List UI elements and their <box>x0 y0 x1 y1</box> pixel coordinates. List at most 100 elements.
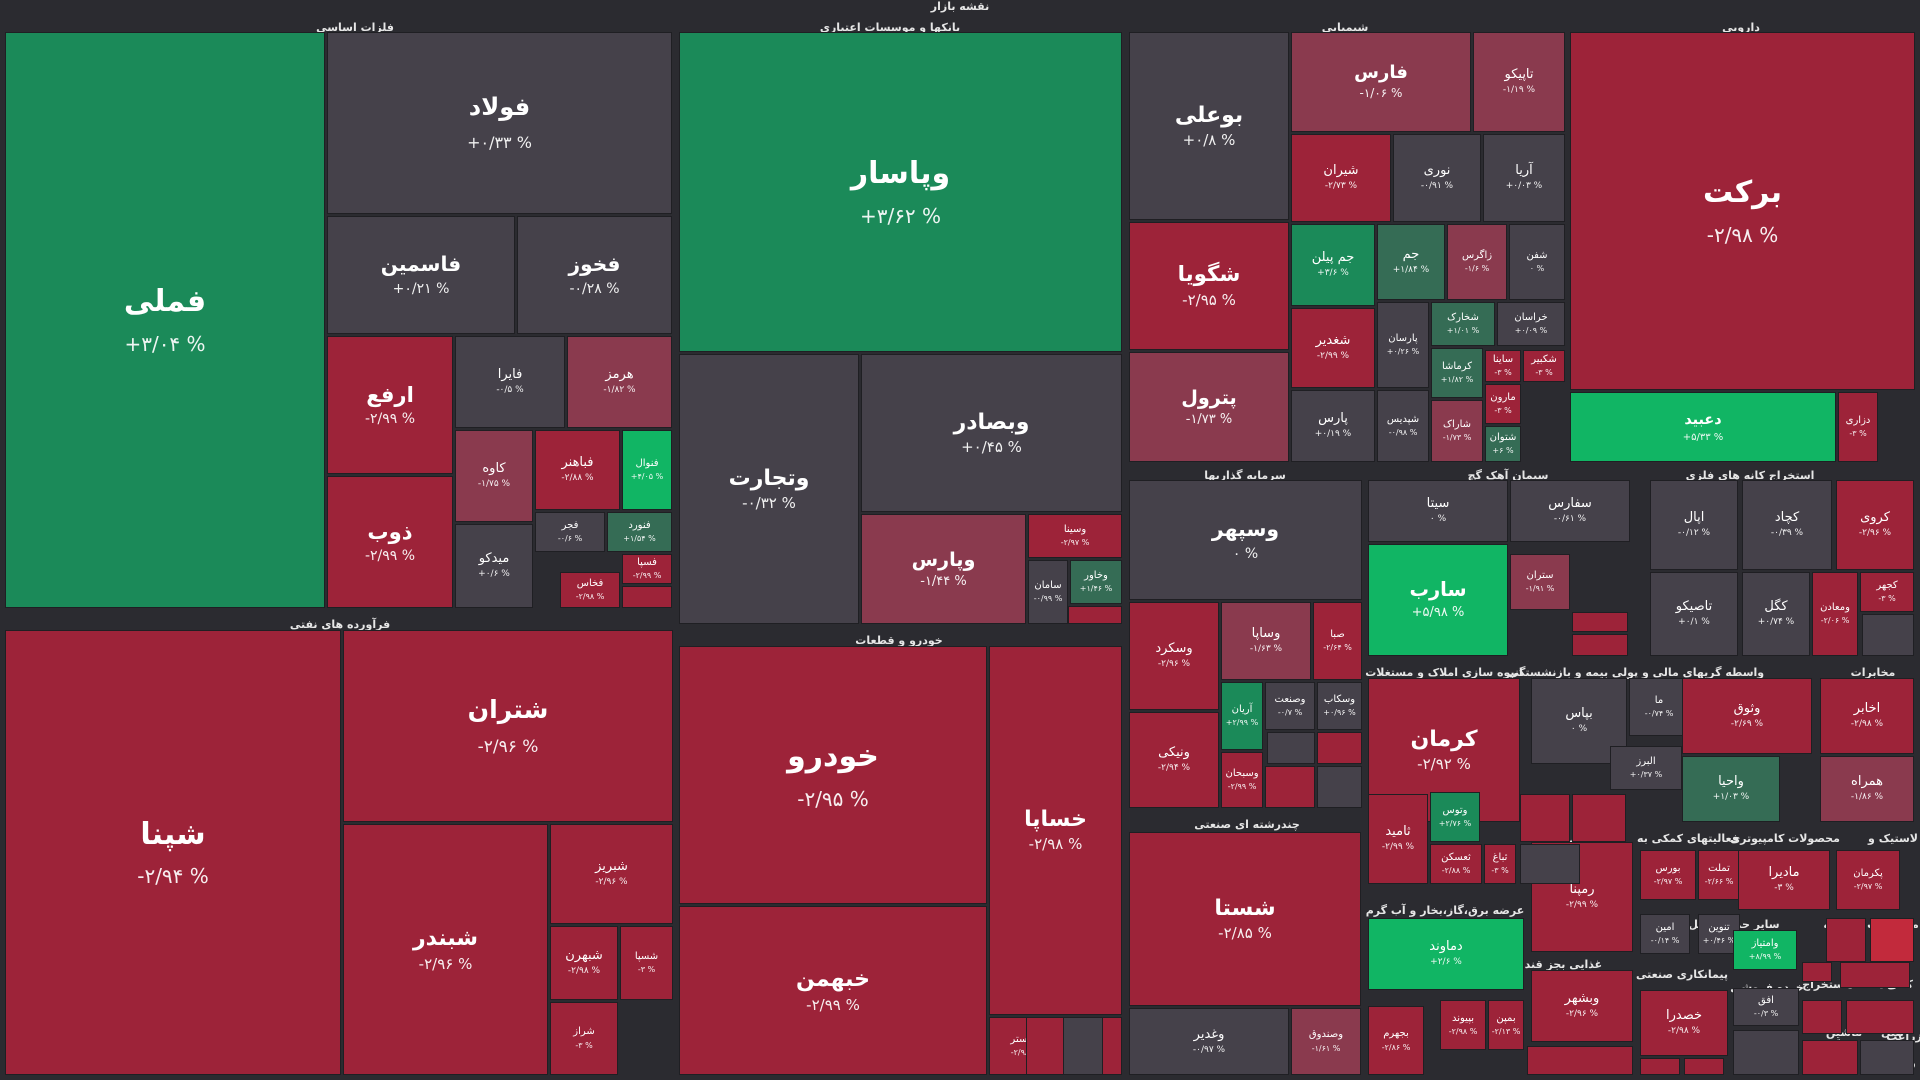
symbol-tile[interactable] <box>1317 732 1362 764</box>
symbol-tile[interactable] <box>1802 1040 1858 1075</box>
symbol-tile[interactable] <box>622 586 672 608</box>
symbol-tile[interactable]: کاوه -۱/۷۵ % <box>455 430 533 522</box>
symbol-tile[interactable]: وصندوق -۱/۶۱ % <box>1291 1008 1361 1075</box>
symbol-tile[interactable]: وتجارت -۰/۳۲ % <box>679 354 859 624</box>
symbol-tile[interactable]: شاراک -۱/۷۳ % <box>1431 400 1483 462</box>
symbol-tile[interactable] <box>1572 634 1628 656</box>
symbol-tile[interactable]: فجر -۰/۶ % <box>535 512 605 552</box>
symbol-tile[interactable]: مادیرا -۳ % <box>1738 850 1830 910</box>
symbol-tile[interactable]: پارسان +۰/۲۶ % <box>1377 302 1429 388</box>
symbol-tile[interactable]: فنورد +۱/۵۴ % <box>607 512 672 552</box>
symbol-tile[interactable]: ذوب -۲/۹۹ % <box>327 476 453 608</box>
symbol-tile[interactable]: دعبید +۵/۳۳ % <box>1570 392 1836 462</box>
symbol-tile[interactable]: شبهرن -۲/۹۸ % <box>550 926 618 1000</box>
symbol-tile[interactable] <box>1733 1030 1799 1075</box>
symbol-tile[interactable] <box>1860 1040 1914 1075</box>
symbol-tile[interactable]: صبا -۲/۶۴ % <box>1313 602 1362 680</box>
symbol-tile[interactable] <box>1520 844 1580 884</box>
symbol-tile[interactable]: جم پیلن +۳/۶ % <box>1291 224 1375 306</box>
symbol-tile[interactable]: کرماشا +۱/۸۲ % <box>1431 348 1483 398</box>
symbol-tile[interactable] <box>1063 1017 1103 1075</box>
symbol-tile[interactable]: شتران -۲/۹۶ % <box>343 630 673 822</box>
symbol-tile[interactable]: افق -۰/۳ % <box>1733 988 1799 1026</box>
symbol-tile[interactable]: دزاری -۳ % <box>1838 392 1878 462</box>
symbol-tile[interactable]: شفن ۰ % <box>1509 224 1565 300</box>
symbol-tile[interactable]: تملت -۲/۶۶ % <box>1698 850 1740 900</box>
symbol-tile[interactable]: ساینا -۳ % <box>1485 350 1521 382</box>
symbol-tile[interactable]: فنوال +۴/۰۵ % <box>622 430 672 510</box>
symbol-tile[interactable]: وپارس -۱/۴۴ % <box>861 514 1026 624</box>
symbol-tile[interactable]: سامان -۰/۹۹ % <box>1028 560 1068 624</box>
symbol-tile[interactable]: شکبیر -۳ % <box>1523 350 1565 382</box>
symbol-tile[interactable]: وخاور +۱/۴۶ % <box>1070 560 1122 604</box>
symbol-tile[interactable]: وبصادر +۰/۴۵ % <box>861 354 1122 512</box>
symbol-tile[interactable]: پارس +۰/۱۹ % <box>1291 390 1375 462</box>
symbol-tile[interactable]: ارفع -۲/۹۹ % <box>327 336 453 474</box>
symbol-tile[interactable] <box>1317 766 1362 808</box>
symbol-tile[interactable]: شگویا -۲/۹۵ % <box>1129 222 1289 350</box>
symbol-tile[interactable] <box>1802 962 1832 982</box>
symbol-tile[interactable] <box>1520 794 1570 842</box>
symbol-tile[interactable]: پکرمان -۲/۹۷ % <box>1836 850 1900 910</box>
symbol-tile[interactable]: وبشهر -۲/۹۶ % <box>1531 970 1633 1042</box>
symbol-tile[interactable]: وثوق -۲/۶۹ % <box>1682 678 1812 754</box>
symbol-tile[interactable]: بجهرم -۲/۸۶ % <box>1368 1006 1424 1075</box>
symbol-tile[interactable]: شستا -۲/۸۵ % <box>1129 832 1361 1006</box>
symbol-tile[interactable]: نوری -۰/۹۱ % <box>1393 134 1481 222</box>
symbol-tile[interactable]: خودرو -۲/۹۵ % <box>679 646 987 904</box>
symbol-tile[interactable]: اپال -۰/۱۲ % <box>1650 480 1738 570</box>
symbol-tile[interactable]: شتوان +۶ % <box>1485 426 1521 462</box>
symbol-tile[interactable]: فولاد +۰/۳۳ % <box>327 32 672 214</box>
symbol-tile[interactable]: تاپیکو -۱/۱۹ % <box>1473 32 1565 132</box>
symbol-tile[interactable]: جم +۱/۸۴ % <box>1377 224 1445 300</box>
symbol-tile[interactable]: وسینا -۲/۹۷ % <box>1028 514 1122 558</box>
symbol-tile[interactable] <box>1826 918 1866 962</box>
symbol-tile[interactable] <box>1862 614 1914 656</box>
symbol-tile[interactable] <box>1068 606 1122 624</box>
symbol-tile[interactable]: ونیکی -۲/۹۴ % <box>1129 712 1219 808</box>
symbol-tile[interactable]: ما -۰/۷۴ % <box>1629 678 1689 736</box>
symbol-tile[interactable] <box>1572 794 1626 842</box>
symbol-tile[interactable] <box>1802 1000 1842 1034</box>
symbol-tile[interactable]: وامتیاز +۸/۹۹ % <box>1733 930 1797 970</box>
symbol-tile[interactable]: بپیوند -۲/۹۸ % <box>1440 1000 1486 1050</box>
symbol-tile[interactable]: فخاس -۲/۹۸ % <box>560 572 620 608</box>
symbol-tile[interactable]: ومعادن -۲/۰۶ % <box>1812 572 1858 656</box>
symbol-tile[interactable]: دماوند +۲/۶ % <box>1368 918 1524 990</box>
symbol-tile[interactable]: وسبحان -۲/۹۹ % <box>1221 752 1263 808</box>
symbol-tile[interactable]: وغدیر -۰/۹۷ % <box>1129 1008 1289 1075</box>
symbol-tile[interactable]: بوعلی +۰/۸ % <box>1129 32 1289 220</box>
symbol-tile[interactable] <box>1265 766 1315 808</box>
symbol-tile[interactable]: بورس -۲/۹۷ % <box>1640 850 1696 900</box>
symbol-tile[interactable]: اخابر -۲/۹۸ % <box>1820 678 1914 754</box>
symbol-tile[interactable]: فملی +۳/۰۴ % <box>5 32 325 608</box>
symbol-tile[interactable]: وساپا -۱/۶۳ % <box>1221 602 1311 680</box>
symbol-tile[interactable]: سفارس -۰/۶۱ % <box>1510 480 1630 542</box>
symbol-tile[interactable]: سارب +۵/۹۸ % <box>1368 544 1508 656</box>
symbol-tile[interactable]: شخارک +۱/۰۱ % <box>1431 302 1495 346</box>
symbol-tile[interactable]: شیران -۲/۷۳ % <box>1291 134 1391 222</box>
symbol-tile[interactable] <box>1572 612 1628 632</box>
symbol-tile[interactable]: فارس -۱/۰۶ % <box>1291 32 1471 132</box>
symbol-tile[interactable]: امین -۰/۱۴ % <box>1640 914 1690 954</box>
symbol-tile[interactable]: کروی -۲/۹۶ % <box>1836 480 1914 570</box>
symbol-tile[interactable] <box>1840 962 1910 988</box>
symbol-tile[interactable]: خبهمن -۲/۹۹ % <box>679 906 987 1075</box>
symbol-tile[interactable]: زاگرس -۱/۶ % <box>1447 224 1507 300</box>
symbol-tile[interactable]: کگل +۰/۷۴ % <box>1742 572 1810 656</box>
symbol-tile[interactable]: ثعسکن -۲/۸۸ % <box>1430 844 1482 884</box>
symbol-tile[interactable]: آریا +۰/۰۳ % <box>1483 134 1565 222</box>
symbol-tile[interactable]: کجهر -۳ % <box>1860 572 1914 612</box>
symbol-tile[interactable]: همراه -۱/۸۶ % <box>1820 756 1914 822</box>
symbol-tile[interactable]: وسپهر ۰ % <box>1129 480 1362 600</box>
symbol-tile[interactable]: هرمز -۱/۸۲ % <box>567 336 672 428</box>
symbol-tile[interactable]: خصدرا -۲/۹۸ % <box>1640 990 1728 1056</box>
symbol-tile[interactable]: فخوز -۰/۲۸ % <box>517 216 672 334</box>
symbol-tile[interactable]: فایرا -۰/۵ % <box>455 336 565 428</box>
symbol-tile[interactable]: شراز -۳ % <box>550 1002 618 1075</box>
symbol-tile[interactable]: شپدیس -۰/۹۸ % <box>1377 390 1429 462</box>
symbol-tile[interactable]: فاسمین +۰/۲۱ % <box>327 216 515 334</box>
symbol-tile[interactable]: آریان +۲/۹۹ % <box>1221 682 1263 750</box>
symbol-tile[interactable] <box>1267 732 1315 764</box>
symbol-tile[interactable] <box>1684 1058 1724 1075</box>
